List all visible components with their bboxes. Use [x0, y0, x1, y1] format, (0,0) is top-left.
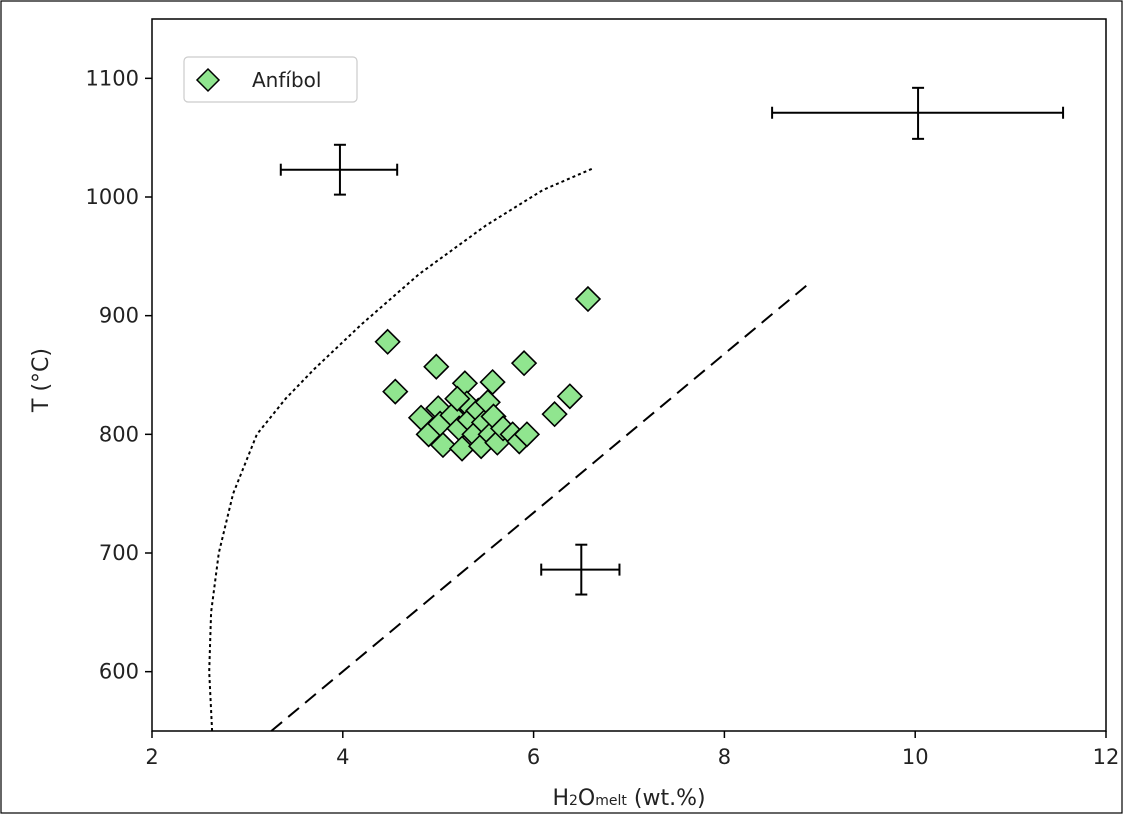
data-point [556, 383, 583, 410]
y-tick-label: 700 [99, 541, 139, 565]
x-tick-label: 8 [718, 745, 731, 769]
x-tick-label: 4 [336, 745, 349, 769]
error-bar-0 [279, 143, 399, 196]
x-tick-label: 10 [902, 745, 929, 769]
data-point [429, 431, 457, 459]
data-point [510, 350, 538, 377]
dotted-curve-0 [208, 167, 594, 732]
x-tick-label: 2 [145, 745, 158, 769]
data-point [574, 285, 602, 313]
legend-marker [195, 67, 221, 93]
x-ticks-layer: 2 4 6 8 10 12 [145, 731, 1119, 769]
y-tick-label: 1100 [86, 66, 139, 90]
error-bar-2 [540, 543, 621, 596]
data-point [374, 328, 401, 355]
curves-layer [208, 167, 811, 732]
points-layer [374, 285, 602, 462]
x-axis-label: H2Omelt (wt.%) [552, 786, 705, 811]
legend-box [183, 56, 358, 103]
y-ticks-layer: 600 700 800 900 1000 1100 [86, 66, 152, 684]
error-bar-1 [771, 86, 1065, 140]
plot-area-frame [151, 18, 1107, 732]
y-tick-label: 1000 [86, 185, 139, 209]
y-tick-label: 600 [99, 660, 139, 684]
data-point [382, 378, 409, 405]
y-tick-label: 800 [99, 422, 139, 446]
data-point [444, 385, 471, 412]
x-tick-label: 6 [527, 745, 540, 769]
y-tick-label: 900 [99, 304, 139, 328]
legend: Anfíbol [183, 56, 358, 103]
x-tick-label: 12 [1093, 745, 1120, 769]
y-axis-label: T (°C) [29, 348, 54, 413]
error-bars-layer [279, 86, 1065, 596]
data-point [423, 353, 450, 380]
data-point [513, 421, 541, 448]
dashed-line-1 [270, 281, 811, 732]
data-point [541, 401, 568, 428]
legend-label: Anfíbol [252, 68, 321, 92]
